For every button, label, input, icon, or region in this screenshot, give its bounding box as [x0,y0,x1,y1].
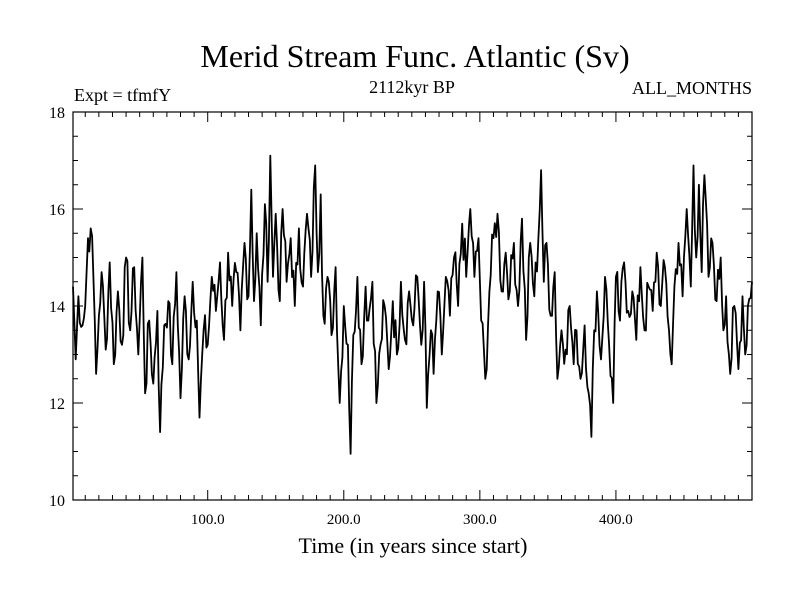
x-tick-label: 200.0 [327,512,361,528]
chart-subtitle-left: Expt = tfmfY [74,85,171,105]
x-axis-label: Time (in years since start) [299,533,528,558]
chart-subtitle-center: 2112kyr BP [369,77,455,97]
x-tick-label: 100.0 [191,512,225,528]
x-tick-label: 300.0 [463,512,497,528]
y-tick-label: 14 [49,299,65,316]
y-tick-label: 12 [49,396,65,413]
y-tick-label: 16 [49,202,65,219]
y-tick-label: 18 [49,105,65,122]
chart-subtitle-right: ALL_MONTHS [632,78,752,98]
chart-title: Merid Stream Func. Atlantic (Sv) [200,38,629,74]
y-tick-label: 10 [49,493,65,510]
x-tick-label: 400.0 [599,512,633,528]
data-series-line [72,154,753,455]
plot-frame [72,111,753,501]
